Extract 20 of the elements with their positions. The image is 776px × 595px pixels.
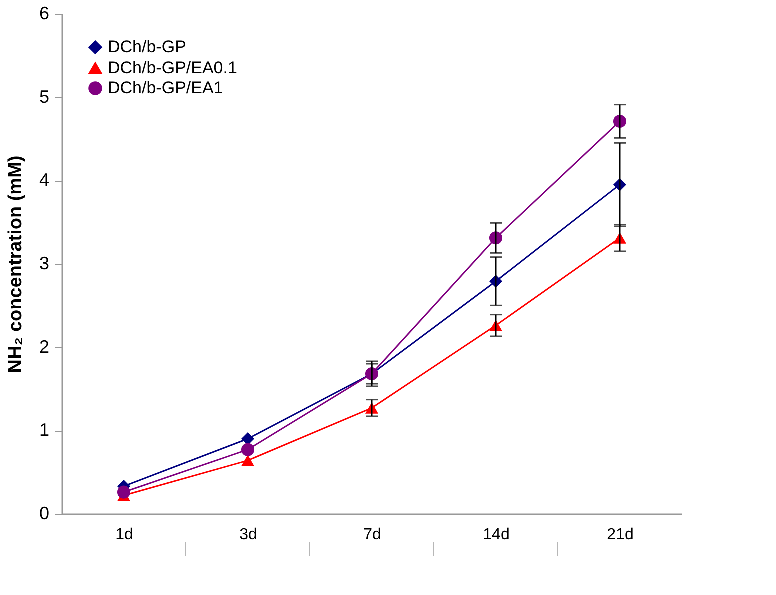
y-tick-label: 2: [39, 336, 50, 357]
legend-label: DCh/b-GP: [108, 38, 186, 56]
y-tick-label: 1: [39, 420, 50, 440]
x-tick-label: 7d: [364, 526, 382, 544]
y-tick-label: 4: [39, 170, 50, 190]
point: [117, 486, 131, 499]
y-axis-title: NH₂ concentration (mM): [5, 156, 26, 374]
y-tick-label: 5: [39, 86, 50, 107]
y-tick-label: 6: [39, 4, 50, 24]
point: [241, 443, 255, 456]
y-tick-label: 3: [39, 254, 50, 274]
point: [241, 432, 255, 446]
point: [241, 455, 255, 466]
legend-label: DCh/b-GP/EA0.1: [108, 58, 238, 78]
x-tick-label: 1d: [116, 526, 134, 544]
y-tick-label: 0: [39, 504, 50, 524]
x-tick-label: 3d: [240, 526, 258, 544]
x-tick-label: 21d: [607, 526, 634, 544]
x-tick-label: 14d: [483, 526, 510, 544]
legend-label: DCh/b-GP/EA1: [108, 78, 224, 98]
